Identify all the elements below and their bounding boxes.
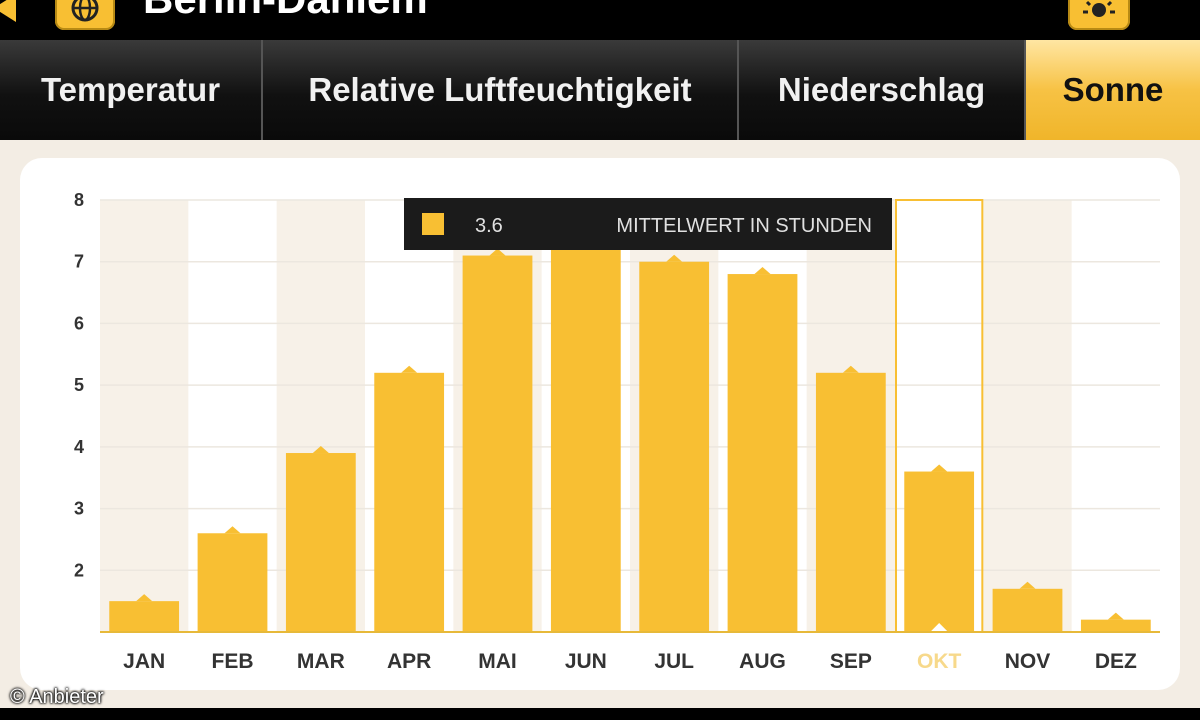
tooltip-label: MITTELWERT IN STUNDEN (616, 215, 872, 237)
x-tick-label[interactable]: MAR (297, 650, 345, 673)
bar-feb[interactable] (197, 533, 268, 632)
selection-notch (930, 623, 949, 632)
y-tick-label: 5 (74, 375, 84, 395)
bar-aug[interactable] (727, 274, 798, 632)
bar-marker (1019, 581, 1036, 589)
column-stripe (100, 200, 189, 632)
bar-jul[interactable] (639, 261, 710, 632)
page-title: Berlin-Dahlem (143, 0, 428, 24)
bar-marker (401, 365, 418, 373)
bar-apr[interactable] (374, 372, 445, 632)
y-tick-label: 7 (74, 252, 84, 272)
x-tick-label[interactable]: NOV (1005, 650, 1051, 673)
tab-temperatur[interactable]: Temperatur (0, 40, 263, 140)
weather-icon (1083, 0, 1115, 17)
bar-marker (1107, 612, 1124, 620)
bar-mai[interactable] (462, 255, 533, 632)
y-tick-label: 8 (74, 190, 84, 210)
x-tick-label[interactable]: OKT (917, 650, 962, 673)
tooltip: 3.6 MITTELWERT IN STUNDEN (404, 198, 892, 250)
bar-nov[interactable] (992, 588, 1063, 632)
bar-marker (489, 248, 506, 256)
weather-button[interactable] (1068, 0, 1130, 30)
tab-bar: Temperatur Relative Luftfeuchtigkeit Nie… (0, 40, 1200, 140)
y-tick-label: 4 (74, 437, 84, 457)
tab-relative-luftfeuchtigkeit[interactable]: Relative Luftfeuchtigkeit (263, 40, 739, 140)
credit-text: © Anbieter (10, 686, 104, 708)
bottom-strip (0, 708, 1200, 720)
x-tick-label[interactable]: AUG (739, 650, 786, 673)
x-tick-label[interactable]: JUL (654, 650, 694, 673)
globe-button[interactable] (55, 0, 115, 30)
y-tick-label: 2 (74, 560, 84, 580)
tab-sonne[interactable]: Sonne (1026, 40, 1200, 140)
bar-jan[interactable] (109, 601, 180, 632)
x-tick-label[interactable]: FEB (212, 650, 254, 673)
x-tick-label[interactable]: JUN (565, 650, 607, 673)
bar-marker (842, 365, 859, 373)
x-tick-label[interactable]: SEP (830, 650, 872, 673)
tooltip-value: 3.6 (475, 215, 503, 237)
bar-jun[interactable] (550, 206, 621, 632)
bar-okt[interactable] (904, 471, 975, 632)
bar-sep[interactable] (815, 372, 886, 632)
tooltip-swatch (422, 213, 444, 235)
x-tick-label[interactable]: JAN (123, 650, 165, 673)
y-tick-label: 6 (74, 313, 84, 333)
tab-niederschlag[interactable]: Niederschlag (739, 40, 1026, 140)
bar-marker (224, 526, 241, 534)
x-tick-label[interactable]: MAI (478, 650, 517, 673)
bar-marker (312, 446, 329, 454)
column-stripe (983, 200, 1072, 632)
bar-marker (931, 464, 948, 472)
bar-marker (754, 267, 771, 275)
y-tick-label: 3 (74, 499, 84, 519)
bar-dez[interactable] (1080, 619, 1151, 632)
sunshine-bar-chart[interactable]: 2 3 4 5 6 7 8 JAN FEB MAR APR MAI JUN JUL AUG SEP OKT NO… (20, 158, 1180, 690)
top-bar: Berlin-Dahlem (0, 0, 1200, 40)
x-tick-label[interactable]: DEZ (1095, 650, 1137, 673)
bar-marker (666, 254, 683, 262)
x-tick-label[interactable]: APR (387, 650, 431, 673)
globe-icon (71, 0, 99, 22)
bar-mar[interactable] (285, 453, 356, 632)
chart-card: 2 3 4 5 6 7 8 JAN FEB MAR APR MAI JUN JUL AUG SEP OKT NO… (20, 158, 1180, 690)
back-arrow-icon[interactable] (0, 0, 16, 22)
bar-marker (136, 594, 153, 602)
